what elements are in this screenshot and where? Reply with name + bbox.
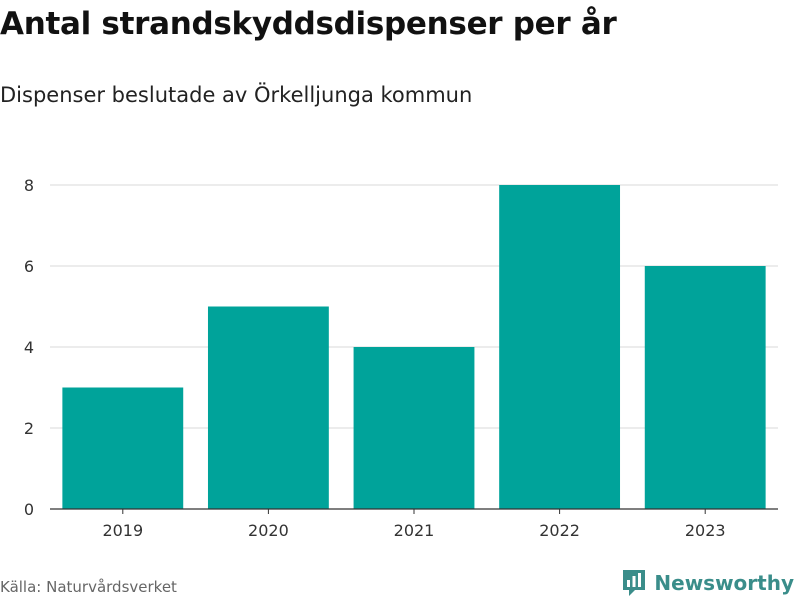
x-tick-label: 2021 [394, 521, 435, 540]
x-tick-label: 2020 [248, 521, 289, 540]
y-tick-label: 0 [24, 500, 34, 519]
bar-2019 [62, 387, 184, 509]
y-tick-label: 2 [24, 419, 34, 438]
brand-name: Newsworthy [654, 571, 794, 595]
chart-title: Antal strandskyddsdispenser per år [0, 6, 617, 42]
chart-subtitle: Dispenser beslutade av Örkelljunga kommu… [0, 83, 473, 107]
bar-2020 [207, 306, 329, 509]
brand-logo: Newsworthy [621, 568, 794, 598]
x-tick-label: 2019 [102, 521, 143, 540]
y-tick-label: 4 [24, 338, 34, 357]
x-tick-label: 2023 [685, 521, 726, 540]
bar-2022 [499, 185, 621, 509]
y-tick-label: 8 [24, 176, 34, 195]
newsworthy-logo-icon [623, 570, 646, 596]
bar-2021 [353, 347, 475, 509]
source-note: Källa: Naturvårdsverket [0, 578, 177, 596]
y-tick-label: 6 [24, 257, 34, 276]
bar-2023 [644, 266, 766, 509]
x-tick-label: 2022 [539, 521, 580, 540]
